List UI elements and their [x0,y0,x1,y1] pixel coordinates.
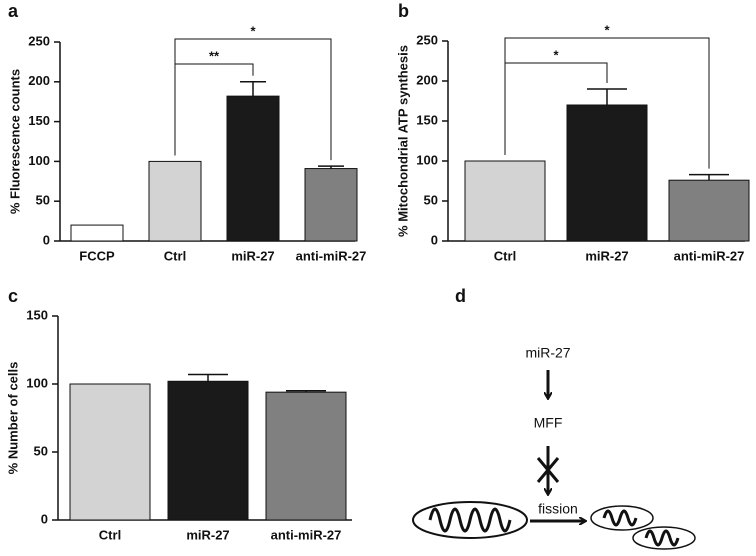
x-tick-label: Ctrl [164,248,186,263]
bar-chart: b % Mitochondrial ATP synthesis 0 50 100 150 2… [395,1,750,263]
significance-label: ** [209,48,220,63]
bar [148,160,202,242]
x-tick-label: anti-miR-27 [271,527,342,542]
y-tick-label: 0 [43,232,50,247]
diagram: d miR-27 MFF fission [412,286,696,550]
y-axis-label: % Number of cells [5,362,20,475]
x-tick-label: anti-miR-27 [674,248,745,263]
y-tick-label: 50 [36,193,50,208]
significance-label: * [553,47,559,62]
mitochondrion [412,501,528,539]
bar [566,104,648,242]
bar [265,391,347,521]
bar [69,383,151,521]
y-tick-label: 150 [26,307,48,322]
x-tick-label: Ctrl [99,527,121,542]
x-tick-label: miR-27 [186,527,229,542]
significance-label: * [250,23,256,38]
y-tick-label: 100 [26,375,48,390]
y-tick-label: 0 [431,232,438,247]
y-tick-label: 150 [416,112,438,127]
y-tick-label: 150 [28,113,50,128]
cristae [602,509,638,527]
bar [668,179,750,242]
x-tick-label: anti-miR-27 [296,248,367,263]
x-tick-label: FCCP [79,248,115,263]
y-tick-label: 200 [28,73,50,88]
bar [70,224,124,242]
node-label: MFF [534,415,563,431]
edge-label: fission [538,501,578,517]
panel-label: a [8,1,19,21]
bar [167,380,249,521]
panel-label: b [398,1,409,21]
y-tick-label: 250 [416,32,438,47]
panel-label: c [8,286,18,306]
y-tick-label: 50 [424,192,438,207]
cristae [428,507,512,533]
mitochondrion [590,505,654,531]
y-tick-label: 0 [41,511,48,526]
y-tick-label: 200 [416,72,438,87]
y-tick-label: 50 [34,443,48,458]
significance-bracket [504,37,710,169]
significance-bracket [174,38,332,161]
y-tick-label: 100 [28,153,50,168]
significance-label: * [604,22,610,37]
bar-chart: a % Fluorescence counts 0 50 100 150 200 250 FCC… [7,1,366,264]
bar [464,160,546,242]
x-tick-label: Ctrl [494,248,516,263]
bar [226,95,280,242]
y-axis-label: % Fluorescence counts [7,69,22,214]
bar [304,168,358,242]
node-label: miR-27 [525,345,570,361]
y-tick-label: 100 [416,152,438,167]
x-tick-label: miR-27 [231,248,274,263]
y-tick-label: 250 [28,33,50,48]
cristae [644,529,680,547]
bar-chart: c % Number of cells 0 50 100 150 Ctrl miR-27 ant… [5,286,352,542]
block-cross [536,457,560,483]
mitochondrion [632,526,696,550]
x-tick-label: miR-27 [585,248,628,263]
panel-label: d [455,286,466,306]
y-axis-label: % Mitochondrial ATP synthesis [395,45,410,237]
